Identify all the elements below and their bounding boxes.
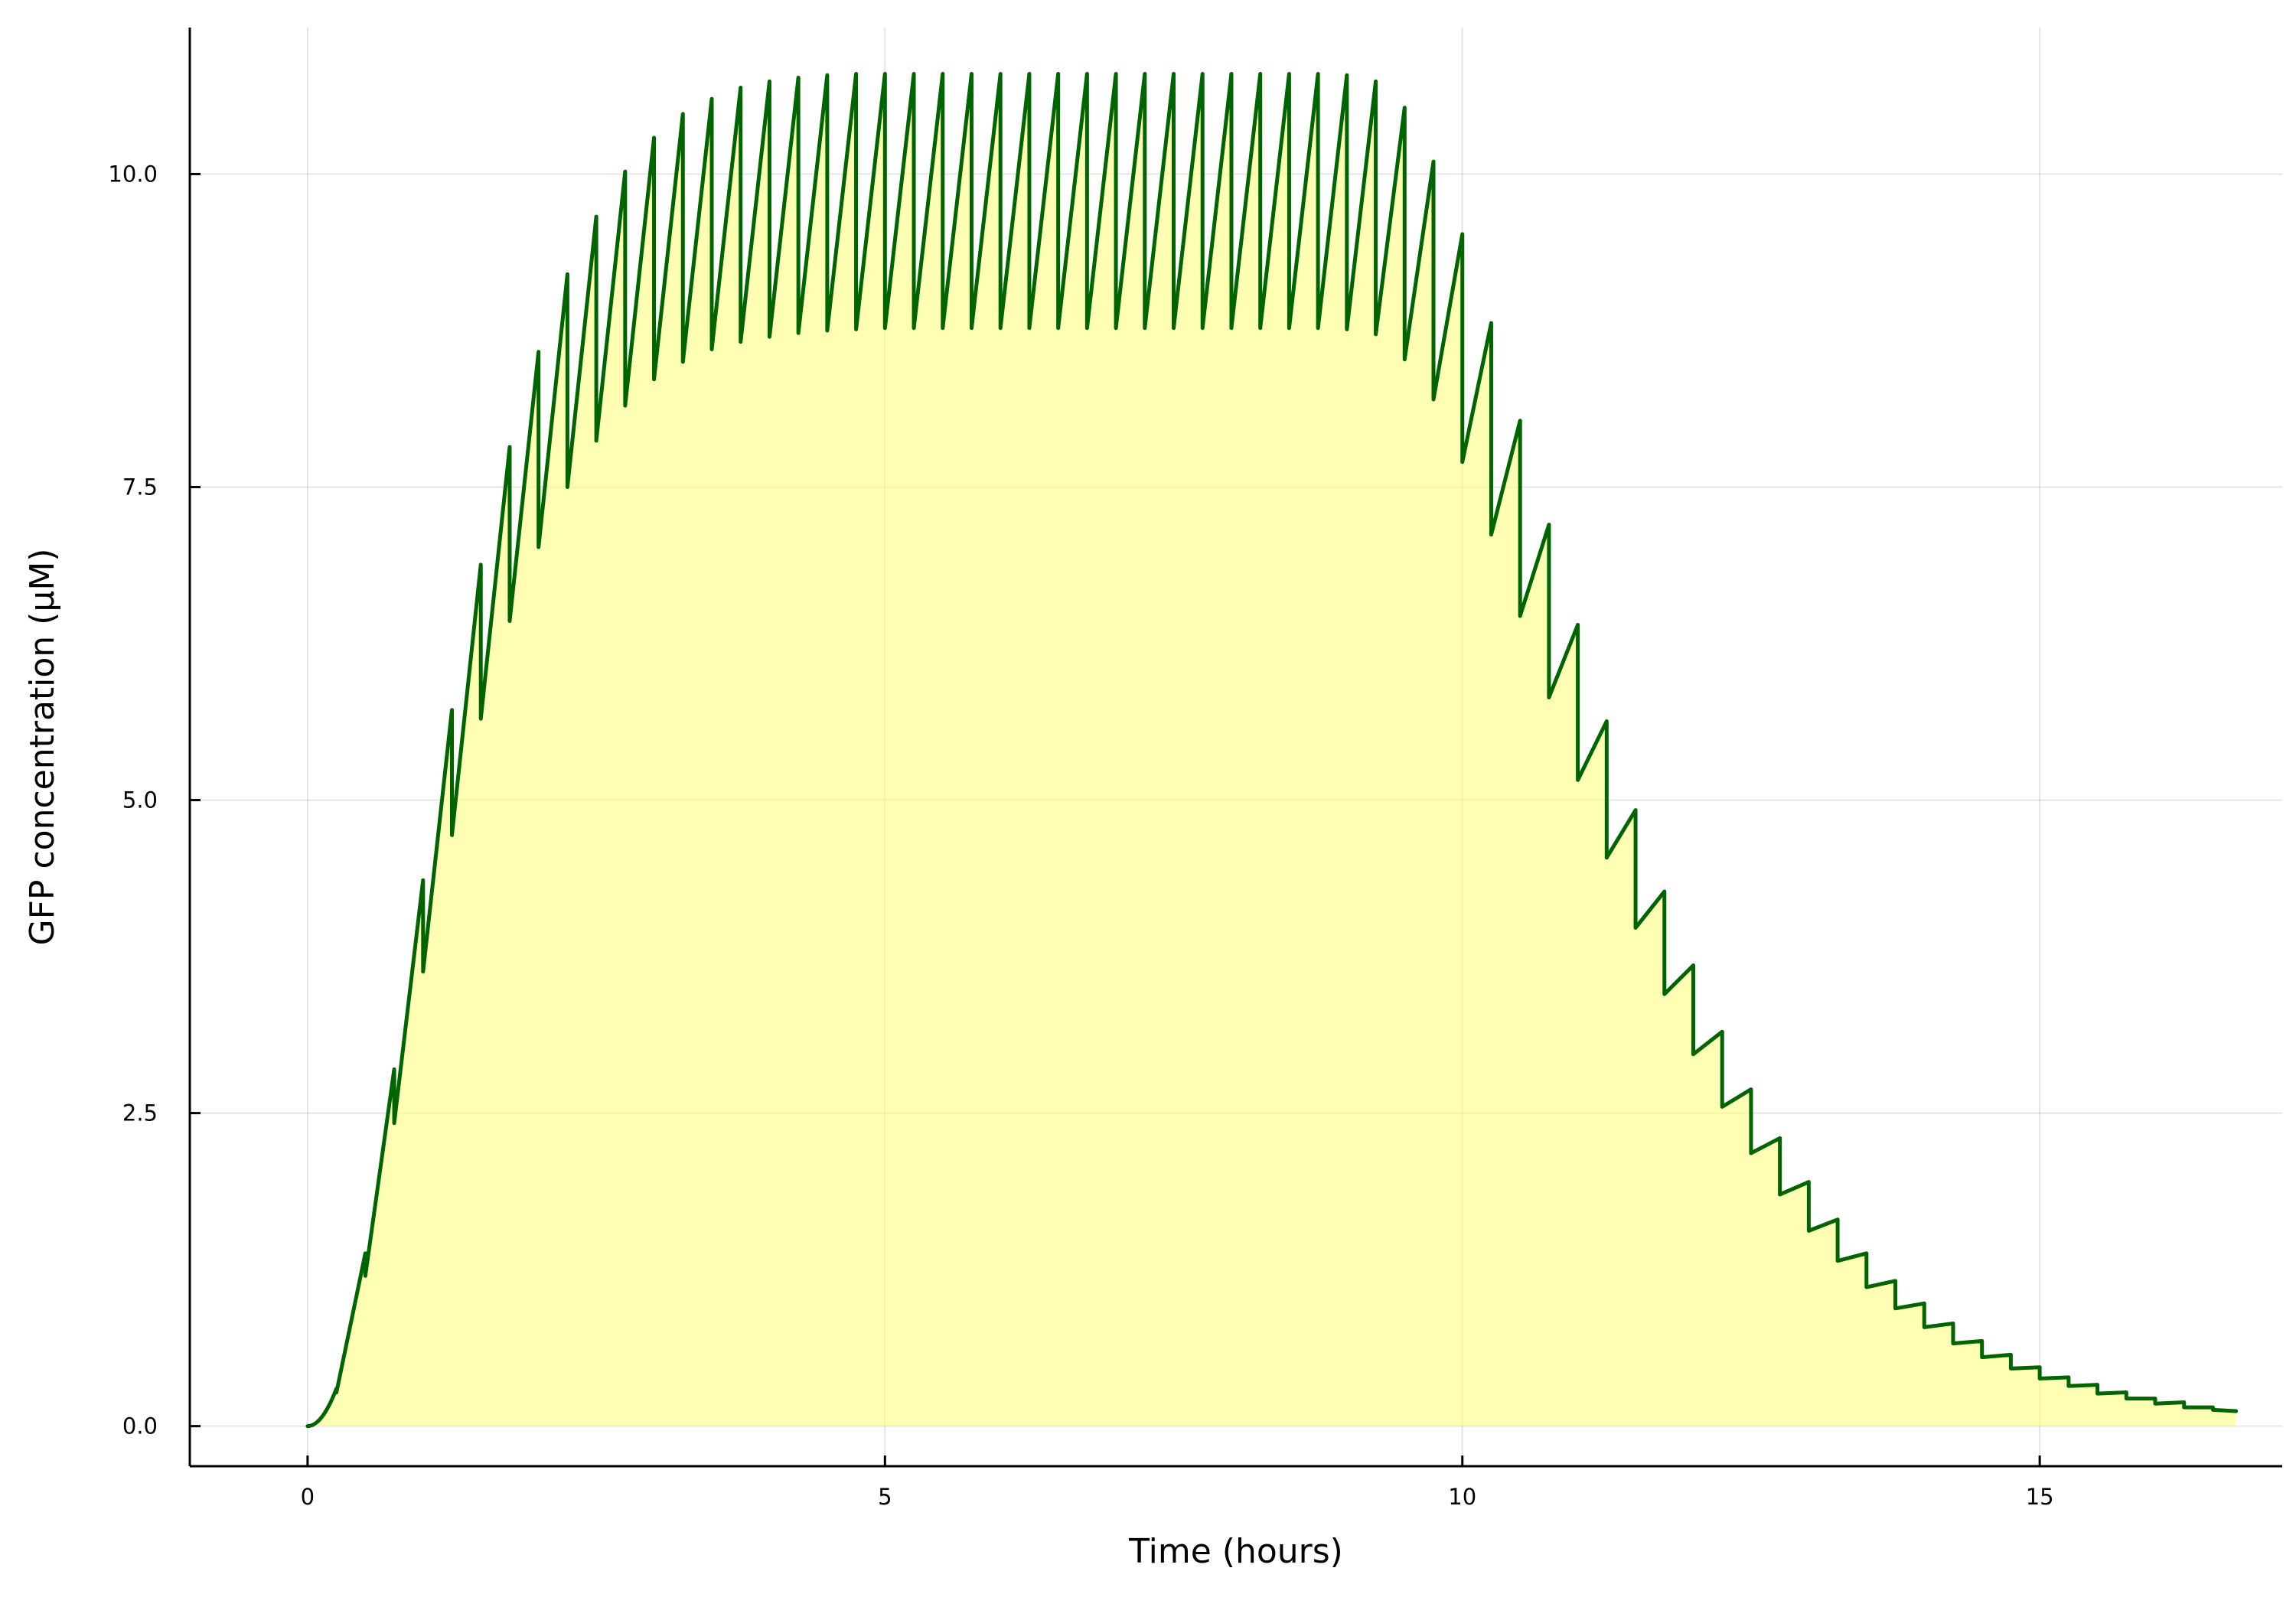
y-tick-label: 10.0 [108, 161, 158, 187]
x-tick-label: 0 [301, 1484, 315, 1510]
x-tick-label: 15 [2026, 1484, 2054, 1510]
series-area-fill [307, 73, 2236, 1426]
plot-area [305, 72, 2239, 1429]
y-tick-label: 2.5 [122, 1100, 158, 1126]
y-axis-label: GFP concentration (μM) [23, 549, 62, 946]
y-tick-label: 5.0 [122, 787, 158, 813]
series-line [305, 72, 2239, 1429]
x-tick-label: 10 [1448, 1484, 1476, 1510]
x-tick-label: 5 [878, 1484, 892, 1510]
y-tick-label: 0.0 [122, 1413, 158, 1439]
y-tick-label: 7.5 [122, 474, 158, 500]
axes [188, 28, 2282, 1468]
x-axis-label: Time (hours) [1128, 1532, 1343, 1571]
tick-labels: 0 5 10 15 0.0 2.5 5.0 7.5 10.0 [108, 161, 2053, 1510]
